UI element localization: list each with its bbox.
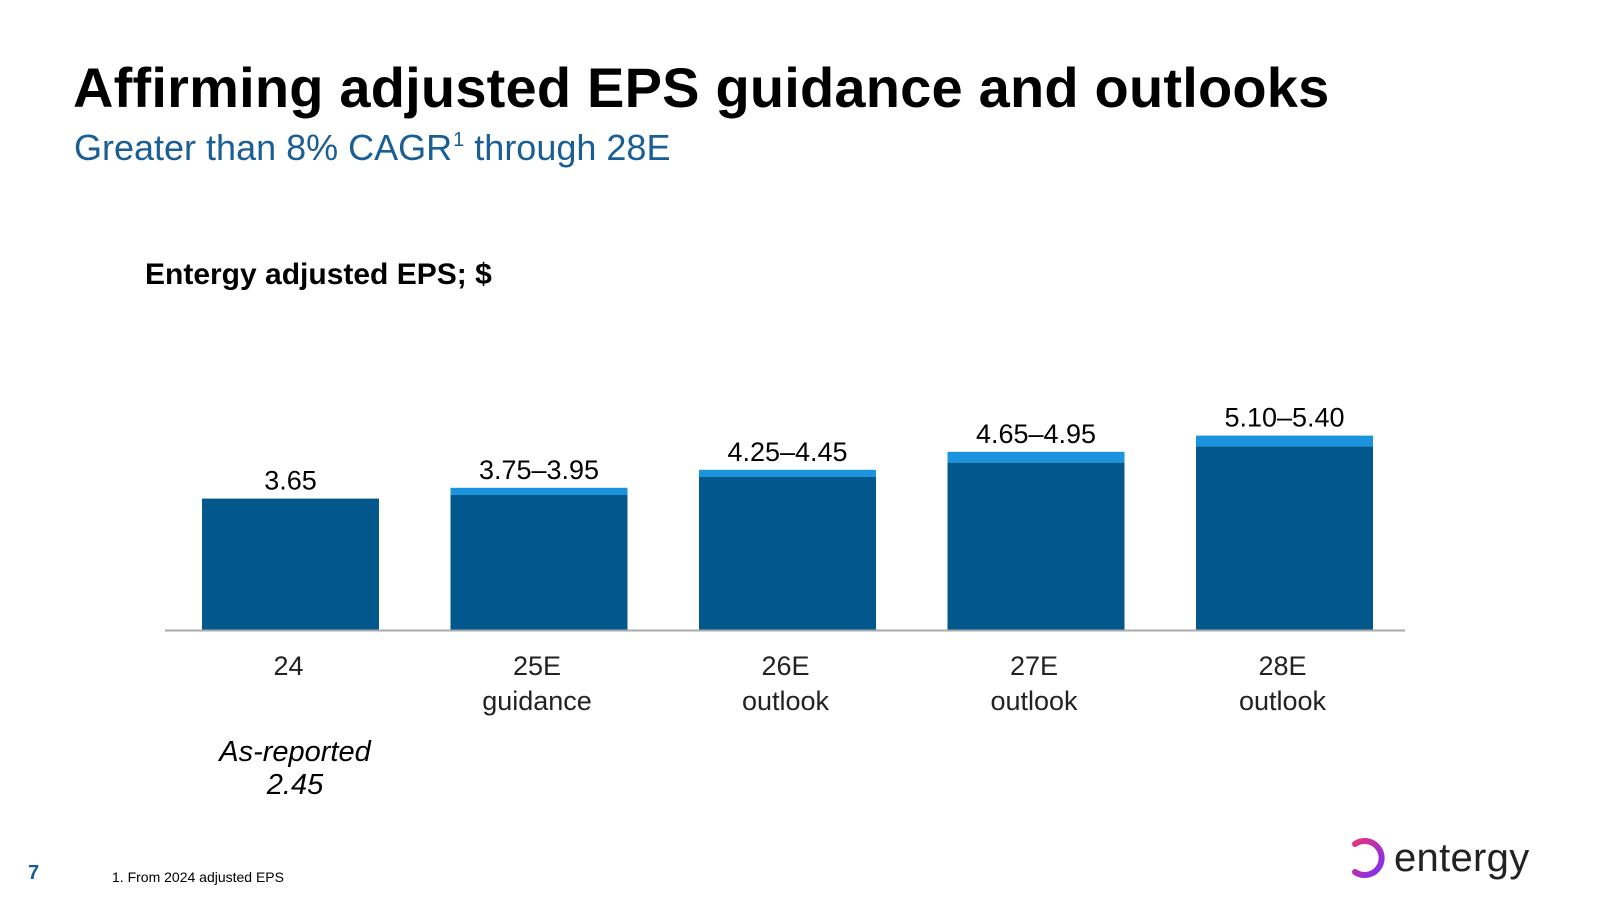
category-label-1-1: guidance <box>482 686 592 716</box>
entergy-logo-text: entergy <box>1394 836 1530 880</box>
bar-low-4 <box>1196 446 1373 630</box>
data-label-2: 4.25–4.45 <box>727 437 847 467</box>
category-label-4-1: outlook <box>1239 686 1327 716</box>
chart-title: Entergy adjusted EPS; $ <box>145 258 492 291</box>
subtitle-footnote-marker: 1 <box>453 129 465 151</box>
data-label-0: 3.65 <box>264 466 317 496</box>
page-subtitle: Greater than 8% CAGR1 through 28E <box>74 127 670 169</box>
eps-bar-chart: 3.65 24 3.75–3.95 25E guidance 4.25–4.45 26E ou… <box>165 403 1405 716</box>
as-reported-note: As-reported 2.45 <box>155 736 435 802</box>
bar-low-1 <box>450 495 628 630</box>
data-label-3: 4.65–4.95 <box>976 419 1096 449</box>
category-label-3-1: outlook <box>990 686 1078 716</box>
category-label-2-0: 26E <box>761 651 809 681</box>
data-label-1: 3.75–3.95 <box>479 455 599 485</box>
category-label-4-0: 28E <box>1258 651 1306 681</box>
footnote: 1. From 2024 adjusted EPS <box>112 869 284 885</box>
bar-range-4 <box>1196 435 1373 447</box>
category-label-1-0: 25E <box>513 651 561 681</box>
bar-low-3 <box>947 462 1125 630</box>
as-reported-value: 2.45 <box>266 769 324 801</box>
category-label-2-1: outlook <box>742 686 830 716</box>
bar-low-0 <box>202 498 379 630</box>
data-label-4: 5.10–5.40 <box>1224 403 1344 433</box>
bar-range-1 <box>450 487 628 495</box>
page-title: Affirming adjusted EPS guidance and outl… <box>73 56 1330 119</box>
as-reported-label: As-reported <box>219 736 371 768</box>
bar-range-2 <box>699 469 876 477</box>
category-label-3-0: 27E <box>1010 651 1058 681</box>
category-label-0-0: 24 <box>273 651 303 681</box>
subtitle-main: Greater than 8% CAGR <box>74 127 453 168</box>
bar-low-2 <box>699 477 876 630</box>
page-number: 7 <box>28 862 40 884</box>
bar-range-3 <box>947 451 1125 463</box>
entergy-logo: entergy <box>1348 832 1530 884</box>
entergy-logo-icon <box>1352 838 1385 878</box>
subtitle-tail: through 28E <box>464 127 671 168</box>
